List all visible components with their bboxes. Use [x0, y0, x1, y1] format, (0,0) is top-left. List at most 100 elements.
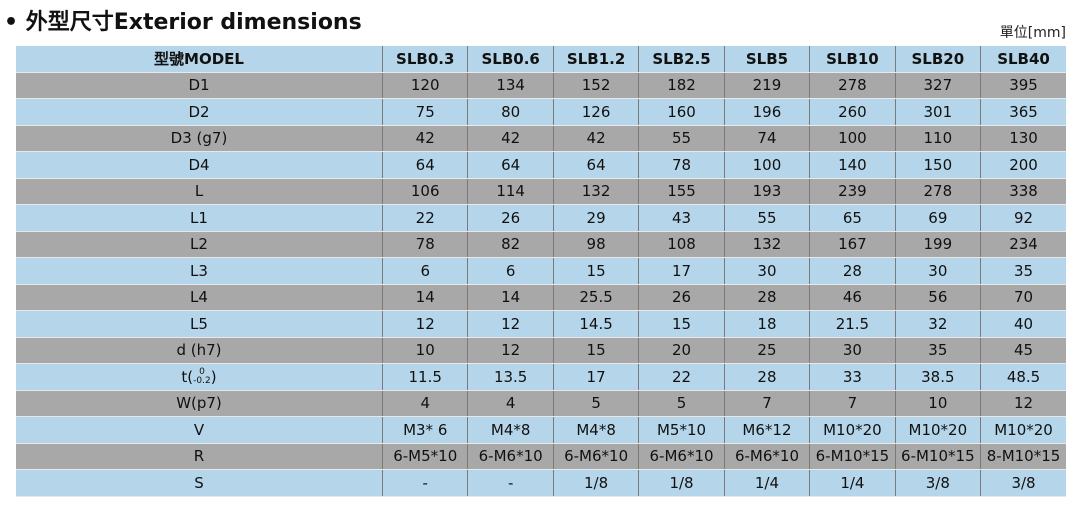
row-label: V — [16, 416, 383, 444]
cell: 15 — [638, 310, 725, 338]
header-cell: SLB1.2 — [552, 46, 639, 73]
row-label: L5 — [16, 310, 383, 338]
cell: 40 — [980, 310, 1066, 338]
cell: 11.5 — [381, 363, 468, 391]
row-label: D2 — [16, 98, 383, 126]
cell: 8-M10*15 — [980, 443, 1066, 470]
cell: 126 — [552, 98, 639, 126]
cell: 301 — [894, 98, 981, 126]
header-cell: SLB2.5 — [638, 46, 725, 73]
cell: 114 — [467, 178, 554, 205]
cell: 6-M6*10 — [638, 443, 725, 470]
cell: 6-M6*10 — [552, 443, 639, 470]
cell: 130 — [980, 125, 1066, 152]
unit: 單位[mm] — [999, 25, 1066, 41]
cell: 12 — [467, 310, 554, 338]
cell: 13.5 — [467, 363, 554, 391]
cell: 80 — [467, 98, 554, 126]
cell: 132 — [552, 178, 639, 205]
row-label: L1 — [16, 204, 383, 232]
cell: 82 — [467, 231, 554, 258]
row: L5 12 12 14.5 15 18 21.5 32 40 — [16, 310, 1066, 338]
cell: - — [467, 469, 554, 497]
cell: 42 — [467, 125, 554, 152]
cell: 20 — [638, 337, 725, 364]
cell: 15 — [552, 257, 639, 285]
cell: 30 — [809, 337, 896, 364]
cell: 120 — [381, 72, 468, 99]
label-close: ) — [210, 367, 217, 386]
cell: 4 — [381, 390, 468, 417]
cell: 30 — [894, 257, 981, 285]
cell: 14 — [467, 284, 554, 311]
row: V M3* 6 M4*8 M4*8 M5*10 M6*12 M10*20 M10*20 M10*… — [16, 416, 1066, 444]
cell: 106 — [381, 178, 468, 205]
cell: 21.5 — [809, 310, 896, 338]
cell: 199 — [894, 231, 981, 258]
row: D1 120 134 152 182 219 278 327 395 — [16, 72, 1066, 99]
cell: 6-M10*15 — [809, 443, 896, 470]
cell: M10*20 — [980, 416, 1066, 444]
cell: 7 — [723, 390, 810, 417]
cell: 28 — [723, 363, 810, 391]
cell: M3* 6 — [381, 416, 468, 444]
cell: 134 — [467, 72, 554, 99]
cell: 64 — [381, 151, 468, 179]
row-label: D3 (g7) — [16, 125, 383, 152]
cell: 234 — [980, 231, 1066, 258]
row: R 6-M5*10 6-M6*10 6-M6*10 6-M6*10 6-M6*10 6-M1… — [16, 443, 1066, 470]
cell: 260 — [809, 98, 896, 126]
cell: 55 — [638, 125, 725, 152]
cell: 327 — [894, 72, 981, 99]
cell: 278 — [894, 178, 981, 205]
row-label: D4 — [16, 151, 383, 179]
cell: 14.5 — [552, 310, 639, 338]
cell: 395 — [980, 72, 1066, 99]
row-label: L — [16, 178, 383, 205]
cell: 48.5 — [980, 363, 1066, 391]
cell: 6-M6*10 — [723, 443, 810, 470]
cell: 33 — [809, 363, 896, 391]
cell: 10 — [894, 390, 981, 417]
cell: 45 — [980, 337, 1066, 364]
cell: 6-M5*10 — [381, 443, 468, 470]
header-cell: SLB10 — [809, 46, 896, 73]
cell: 10 — [381, 337, 468, 364]
cell: 64 — [552, 151, 639, 179]
cell: 75 — [381, 98, 468, 126]
row: D2 75 80 126 160 196 260 301 365 — [16, 98, 1066, 126]
cell: M6*12 — [723, 416, 810, 444]
row: L 106 114 132 155 193 239 278 338 — [16, 178, 1066, 205]
header-cell: SLB20 — [894, 46, 981, 73]
cell: 78 — [381, 231, 468, 258]
cell: 6 — [467, 257, 554, 285]
cell: 14 — [381, 284, 468, 311]
cell: 42 — [552, 125, 639, 152]
dimension-table: 型號MODEL SLB0.3 SLB0.6 SLB1.2 SLB2.5 SLB5 SLB10… — [16, 46, 1066, 497]
row: D3 (g7) 42 42 42 55 74 100 110 130 — [16, 125, 1066, 152]
cell: 110 — [894, 125, 981, 152]
row-label: L3 — [16, 257, 383, 285]
cell: 1/8 — [552, 469, 639, 497]
row: t(0 -0.2) 11.5 13.5 17 22 28 33 38.5 48.5 — [16, 363, 1066, 391]
row: L3 6 6 15 17 30 28 30 35 — [16, 257, 1066, 285]
header-cell: SLB0.3 — [381, 46, 468, 73]
cell: 22 — [638, 363, 725, 391]
row: W(p7) 4 4 5 5 7 7 10 12 — [16, 390, 1066, 417]
cell: 200 — [980, 151, 1066, 179]
cell: 12 — [980, 390, 1066, 417]
header-cell: SLB40 — [980, 46, 1066, 73]
cell: 18 — [723, 310, 810, 338]
cell: 132 — [723, 231, 810, 258]
cell: 43 — [638, 204, 725, 232]
cell: 182 — [638, 72, 725, 99]
cell: M4*8 — [552, 416, 639, 444]
tolerance: 0 -0.2 — [193, 368, 211, 386]
cell: 64 — [467, 151, 554, 179]
cell: 7 — [809, 390, 896, 417]
cell: 338 — [980, 178, 1066, 205]
row: d (h7) 10 12 15 20 25 30 35 45 — [16, 337, 1066, 364]
cell: 4 — [467, 390, 554, 417]
row: L2 78 82 98 108 132 167 199 234 — [16, 231, 1066, 258]
